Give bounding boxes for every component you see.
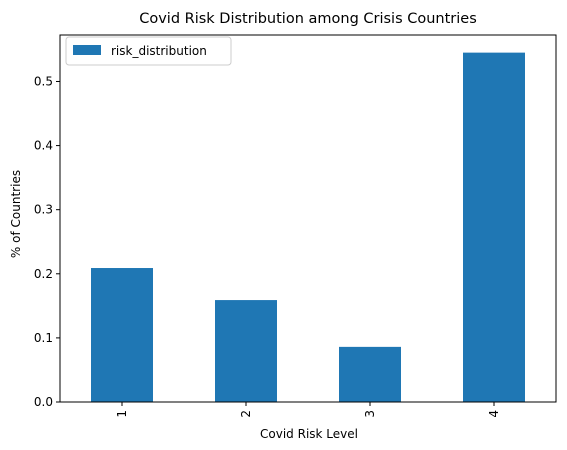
- x-tick-label-2: 2: [239, 410, 253, 418]
- bar-3: [339, 346, 401, 402]
- x-tick-label-1: 1: [115, 410, 129, 418]
- y-axis: 0.0 0.1 0.2 0.3 0.4 0.5: [34, 74, 60, 409]
- y-tick-label: 0.4: [34, 139, 53, 153]
- y-axis-label: % of Countries: [9, 170, 23, 258]
- x-tick-label-4: 4: [487, 410, 501, 418]
- legend: risk_distribution: [65, 36, 232, 66]
- bar-2: [215, 300, 277, 402]
- bar-4: [463, 52, 525, 403]
- y-tick-label: 0.2: [34, 267, 53, 281]
- x-tick-label-3: 3: [363, 410, 377, 418]
- legend-box: [65, 36, 232, 66]
- y-tick-label: 0.1: [34, 331, 53, 345]
- bar-1: [91, 268, 153, 402]
- legend-label: risk_distribution: [111, 44, 207, 58]
- chart-title: Covid Risk Distribution among Crisis Cou…: [139, 11, 477, 27]
- legend-swatch: [73, 45, 101, 55]
- y-tick-label: 0.5: [34, 74, 53, 88]
- plot-frame: [59, 34, 557, 403]
- x-axis-label: Covid Risk Level: [260, 427, 358, 441]
- y-tick-label: 0.3: [34, 203, 53, 217]
- y-tick-label: 0.0: [34, 395, 53, 409]
- bars-group: [91, 52, 525, 403]
- x-axis: 1 2 3 4: [115, 402, 501, 418]
